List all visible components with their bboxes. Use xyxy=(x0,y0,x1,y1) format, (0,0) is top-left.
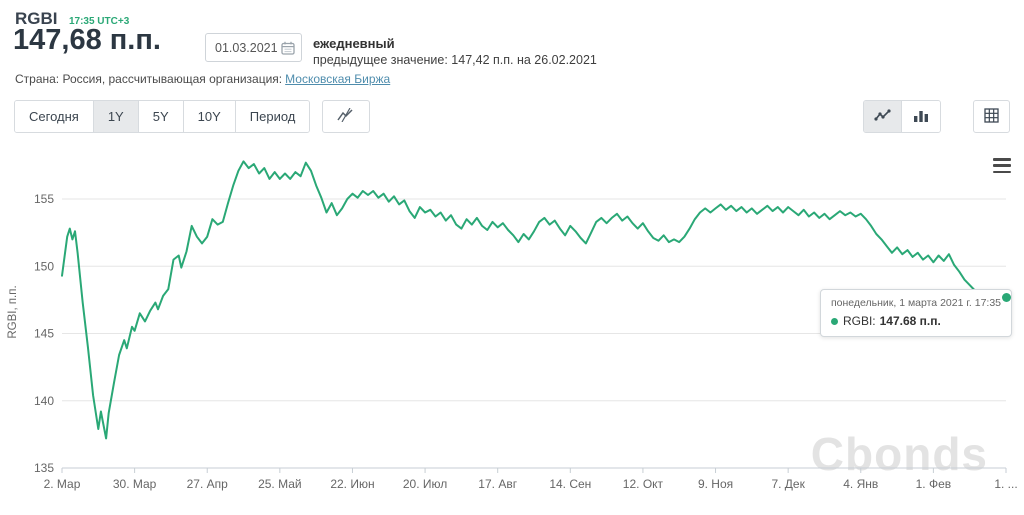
x-tick-label: 1. Фев xyxy=(916,477,952,491)
x-tick-label: 7. Дек xyxy=(771,477,805,491)
bar-chart-icon xyxy=(913,108,929,125)
y-tick-label: 155 xyxy=(34,192,54,206)
range-tabs: Сегодня 1Y 5Y 10Y Период xyxy=(14,100,311,133)
indicators-toggle-button[interactable] xyxy=(322,100,371,133)
range-tab-10Y[interactable]: 10Y xyxy=(183,101,236,132)
series-marker-icon xyxy=(830,317,838,325)
y-tick-label: 135 xyxy=(34,461,54,475)
range-tab-Сегодня[interactable]: Сегодня xyxy=(15,101,94,132)
chart-menu-button[interactable] xyxy=(993,158,1011,173)
x-tick-label: 17. Авг xyxy=(478,477,517,491)
chart-area: Cbonds 135 140 145 150 155 2. Мар 30. Мар 27. А… xyxy=(0,150,1024,515)
watermark: Cbonds xyxy=(810,428,988,480)
date-picker[interactable] xyxy=(205,33,302,62)
country-text: Страна: Россия, рассчитывающая организац… xyxy=(15,72,283,86)
quote-time: 17:35 UTC+3 xyxy=(68,16,130,27)
range-tab-1Y[interactable]: 1Y xyxy=(93,101,139,132)
frequency-label: ежедневный xyxy=(313,36,395,51)
chart-type-switch xyxy=(863,100,941,133)
x-tick-label: 20. Июл xyxy=(403,477,447,491)
line-chart-view-button[interactable] xyxy=(864,101,902,132)
x-tick-label: 25. Май xyxy=(258,477,302,491)
y-tick-label: 150 xyxy=(34,259,54,273)
rgbi-line-series xyxy=(61,160,1007,440)
y-axis-title: RGBI, п.п. xyxy=(7,285,19,338)
x-tick-label: 9. Ноя xyxy=(698,477,733,491)
chart-tooltip: понедельник, 1 марта 2021 г. 17:35 RGBI:… xyxy=(819,289,1012,337)
x-tick-label: 2. Мар xyxy=(44,477,81,491)
tooltip-series-label: RGBI: xyxy=(842,314,876,328)
x-tick-label: 14. Сен xyxy=(549,477,591,491)
tooltip-datetime: понедельник, 1 марта 2021 г. 17:35 xyxy=(830,297,1001,309)
country-line: Страна: Россия, рассчитывающая организац… xyxy=(15,72,390,86)
x-tick-label: 22. Июн xyxy=(330,477,374,491)
previous-value-label: предыдущее значение: 147,42 п.п. на 26.0… xyxy=(313,53,597,67)
bar-chart-view-button[interactable] xyxy=(902,101,940,132)
header: RGBI 17:35 UTC+3 xyxy=(15,9,129,29)
x-tick-label: 4. Янв xyxy=(843,477,878,491)
date-input[interactable] xyxy=(215,40,281,55)
y-tick-label: 140 xyxy=(34,394,54,408)
x-tick-label: 30. Мар xyxy=(113,477,157,491)
x-tick-label: 12. Окт xyxy=(623,477,664,491)
line-chart-icon xyxy=(873,108,892,125)
range-toolbar: Сегодня 1Y 5Y 10Y Период xyxy=(14,100,371,133)
index-symbol: RGBI xyxy=(15,9,58,28)
table-grid-icon xyxy=(984,107,999,126)
range-tab-Период[interactable]: Период xyxy=(235,101,310,132)
x-tick-label: 27. Апр xyxy=(187,477,229,491)
range-tab-5Y[interactable]: 5Y xyxy=(138,101,184,132)
strikethrough-line-chart-icon xyxy=(337,107,355,125)
hamburger-menu-icon xyxy=(993,158,1011,161)
index-value: 147,68 п.п. xyxy=(13,24,161,56)
x-tick-label: 1. ... xyxy=(994,477,1017,491)
last-point-marker xyxy=(1001,292,1011,302)
calendar-icon[interactable] xyxy=(281,41,295,55)
y-tick-label: 145 xyxy=(34,327,54,341)
price-line-chart[interactable]: 135 140 145 150 155 2. Мар 30. Мар 27. Апр 25. М… xyxy=(0,150,1024,515)
organization-link[interactable]: Московская Биржа xyxy=(285,72,391,86)
table-view-button[interactable] xyxy=(973,100,1010,133)
tooltip-value: 147.68 п.п. xyxy=(879,314,941,328)
